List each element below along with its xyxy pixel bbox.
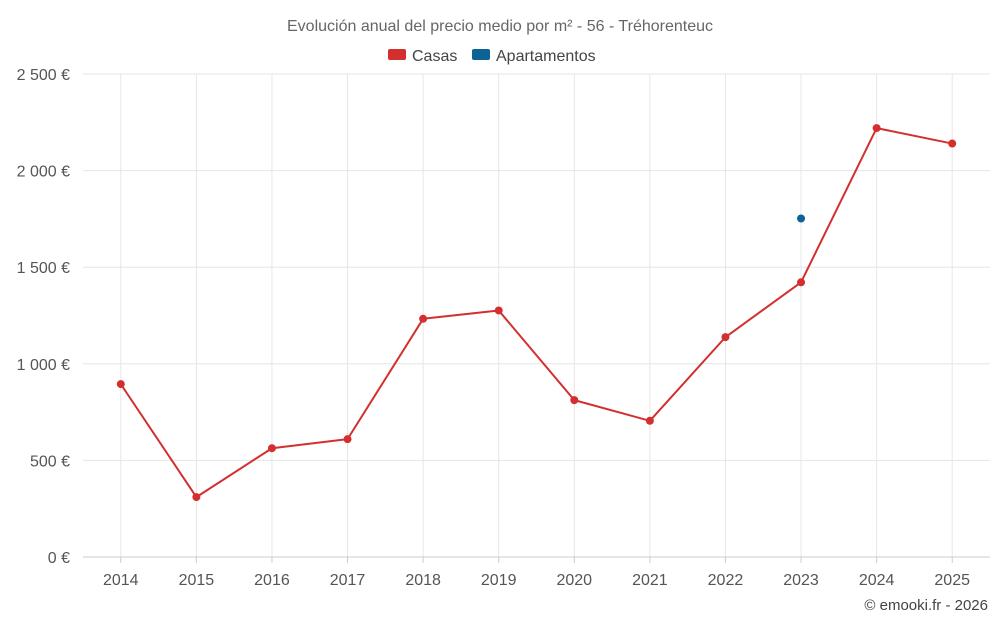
data-point-casas[interactable] xyxy=(570,396,579,405)
credit-text: © emooki.fr - 2026 xyxy=(864,597,988,614)
x-tick-label: 2022 xyxy=(708,572,744,589)
legend-swatch-casas xyxy=(388,49,406,60)
series xyxy=(116,124,957,502)
x-tick-label: 2023 xyxy=(783,572,819,589)
axes: 0 € 500 € 1 000 € 1 500 € 2 000 € 2 500 € 2014… xyxy=(17,67,990,589)
y-tick-label: 1 500 € xyxy=(17,260,70,277)
x-tick-label: 2019 xyxy=(481,572,517,589)
legend-label-apartamentos: Apartamentos xyxy=(496,48,596,65)
y-tick-label: 2 500 € xyxy=(17,67,70,84)
legend-item-apartamentos[interactable]: Apartamentos xyxy=(472,48,596,65)
legend-label-casas: Casas xyxy=(412,48,457,65)
legend-item-casas[interactable]: Casas xyxy=(388,48,457,65)
data-point-casas[interactable] xyxy=(419,314,428,323)
data-point-casas[interactable] xyxy=(872,124,881,133)
data-point-casas[interactable] xyxy=(645,416,654,425)
data-point-casas[interactable] xyxy=(797,278,806,287)
data-point-casas[interactable] xyxy=(948,139,957,148)
legend: Casas Apartamentos xyxy=(388,48,596,65)
x-tick-label: 2024 xyxy=(859,572,895,589)
x-tick-label: 2020 xyxy=(556,572,592,589)
x-tick-label: 2015 xyxy=(179,572,215,589)
data-point-casas[interactable] xyxy=(494,306,503,315)
series-line-casas xyxy=(119,127,953,499)
chart-title: Evolución anual del precio medio por m² … xyxy=(287,18,713,35)
y-tick-label: 2 000 € xyxy=(17,164,70,181)
y-tick-label: 1 000 € xyxy=(17,357,70,374)
y-tick-label: 0 € xyxy=(48,550,70,567)
x-tick-label: 2014 xyxy=(103,572,139,589)
x-tick-label: 2017 xyxy=(330,572,366,589)
x-tick-label: 2021 xyxy=(632,572,668,589)
data-point-casas[interactable] xyxy=(267,444,276,453)
grid xyxy=(83,73,990,557)
x-tick-label: 2018 xyxy=(405,572,441,589)
data-point-casas[interactable] xyxy=(116,380,125,389)
data-point-casas[interactable] xyxy=(721,333,730,342)
data-point-apartamentos[interactable] xyxy=(797,214,806,223)
data-point-casas[interactable] xyxy=(192,493,201,502)
y-tick-label: 500 € xyxy=(30,453,70,470)
x-tick-label: 2025 xyxy=(934,572,970,589)
legend-swatch-apartamentos xyxy=(472,49,490,60)
x-tick-label: 2016 xyxy=(254,572,290,589)
data-point-casas[interactable] xyxy=(343,435,352,444)
